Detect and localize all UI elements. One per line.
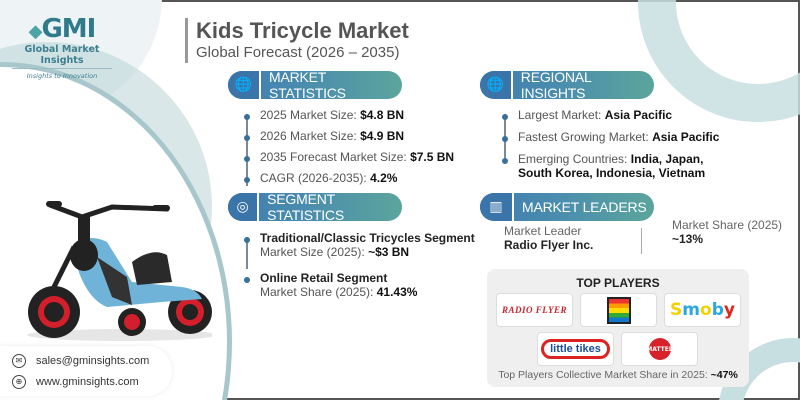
segment-title: Traditional/Classic Tricycles Segment <box>260 231 475 245</box>
region-item: Emerging Countries: India, Japan, South K… <box>500 152 760 180</box>
page-subtitle: Global Forecast (2026 – 2035) <box>196 44 400 61</box>
segment-statistics-list: Traditional/Classic Tricycles Segment Ma… <box>242 231 482 299</box>
mattel-logo: MATTEL <box>621 332 698 366</box>
collective-share-value: ~47% <box>710 369 738 381</box>
region-label: Fastest Growing Market: <box>518 130 649 144</box>
little-tikes-logo: little tikes <box>537 332 614 366</box>
top-players-title: TOP PLAYERS <box>576 276 660 290</box>
timeline-rail <box>246 237 248 269</box>
market-leaders-info: Market Leader Radio Flyer Inc. Market Sh… <box>504 218 782 254</box>
stat-item: CAGR (2026-2035): 4.2% <box>242 171 472 192</box>
contact-card: ✉ sales@gminsights.com ⊕ www.gminsights.co… <box>0 346 172 396</box>
section-label: MARKET STATISTICS <box>268 71 346 99</box>
leader-value: Radio Flyer Inc. <box>504 238 594 252</box>
globe-chart-icon: 🌐 <box>228 71 261 99</box>
stat-label: CAGR (2026-2035): <box>260 171 367 185</box>
region-value: Asia Pacific <box>652 130 720 144</box>
stat-value: 4.2% <box>370 171 398 185</box>
region-value: Asia Pacific <box>604 108 673 122</box>
logo-mark: GMI <box>41 14 96 44</box>
divider <box>641 228 642 254</box>
segment-label: Market Share (2025): <box>260 285 374 299</box>
website-link[interactable]: www.gminsights.com <box>36 375 139 388</box>
stat-item: 2035 Forecast Market Size: $7.5 BN <box>242 150 472 171</box>
stat-item: 2026 Market Size: $4.9 BN <box>242 129 472 150</box>
decorative-ring-top-right <box>638 0 800 122</box>
email-link[interactable]: sales@gminsights.com <box>36 354 150 367</box>
logo-text: little tikes <box>541 339 610 359</box>
logo-text: RADIO FLYER <box>502 305 567 315</box>
segment-item: Online Retail Segment Market Share (2025… <box>242 271 482 299</box>
stat-value: $4.8 BN <box>360 108 405 122</box>
section-label: MARKET LEADERS <box>522 199 647 215</box>
diamond-icon: ◆ <box>28 21 43 42</box>
segment-value: 41.43% <box>376 285 418 299</box>
region-label: Largest Market: <box>518 108 602 122</box>
gmi-logo: ◆GMI Global Market Insights Insights to … <box>12 14 112 80</box>
market-statistics-list: 2025 Market Size: $4.8 BN 2026 Market Si… <box>242 108 472 192</box>
globe-icon: 🌐 <box>480 71 513 99</box>
segment-value: ~$3 BN <box>368 245 410 259</box>
region-item: Largest Market: Asia Pacific <box>500 108 760 130</box>
share-label: Market Share (2025) <box>672 218 783 232</box>
brand-tagline: Insights to Innovation <box>26 72 98 80</box>
region-value: India, Japan, <box>630 152 704 166</box>
radio-flyer-logo: RADIO FLYER <box>496 293 573 327</box>
collective-share: Top Players Collective Market Share in 2… <box>487 369 749 381</box>
leaders-chart-icon: ▥ <box>480 193 514 221</box>
kettler-mark <box>606 296 631 324</box>
region-value-cont: South Korea, Indonesia, Vietnam <box>518 166 706 180</box>
top-players-panel: TOP PLAYERS RADIO FLYER Smoby little tik… <box>487 269 749 387</box>
section-label: REGIONAL INSIGHTS <box>520 71 592 99</box>
stat-item: 2025 Market Size: $4.8 BN <box>242 108 472 129</box>
regional-insights-list: Largest Market: Asia Pacific Fastest Gro… <box>500 108 760 180</box>
stat-label: 2035 Forecast Market Size: <box>260 150 407 164</box>
logo-text: MATTEL <box>646 338 673 360</box>
segment-statistics-header: ◎ SEGMENT STATISTICS <box>228 193 402 221</box>
stat-label: 2026 Market Size: <box>260 129 357 143</box>
smoby-mark: Smoby <box>670 300 735 320</box>
title-block: Kids Tricycle Market Global Forecast (20… <box>185 18 409 63</box>
kettler-logo <box>580 293 657 327</box>
segment-chart-icon: ◎ <box>228 193 260 221</box>
segment-item: Traditional/Classic Tricycles Segment Ma… <box>242 231 482 271</box>
market-statistics-header: 🌐 MARKET STATISTICS <box>228 71 402 99</box>
collective-share-label: Top Players Collective Market Share in 2… <box>498 369 708 381</box>
share-value: ~13% <box>672 232 704 246</box>
smoby-logo: Smoby <box>664 293 741 327</box>
market-leaders-header: ▥ MARKET LEADERS <box>480 193 654 221</box>
segment-label: Market Size (2025): <box>260 245 365 259</box>
brand-name: Global Market Insights <box>12 44 112 69</box>
email-icon: ✉ <box>12 353 26 368</box>
stat-label: 2025 Market Size: <box>260 108 357 122</box>
timeline-rail <box>246 114 248 186</box>
leader-label: Market Leader <box>504 224 582 238</box>
segment-title: Online Retail Segment <box>260 271 388 285</box>
region-item: Fastest Growing Market: Asia Pacific <box>500 130 760 152</box>
page-title: Kids Tricycle Market <box>196 18 409 43</box>
tricycle-image <box>27 201 212 341</box>
stat-value: $4.9 BN <box>360 129 405 143</box>
globe-icon: ⊕ <box>12 374 26 389</box>
stat-value: $7.5 BN <box>410 150 455 164</box>
section-label: SEGMENT STATISTICS <box>267 193 344 221</box>
regional-insights-header: 🌐 REGIONAL INSIGHTS <box>480 71 654 99</box>
region-label: Emerging Countries: <box>518 152 628 166</box>
